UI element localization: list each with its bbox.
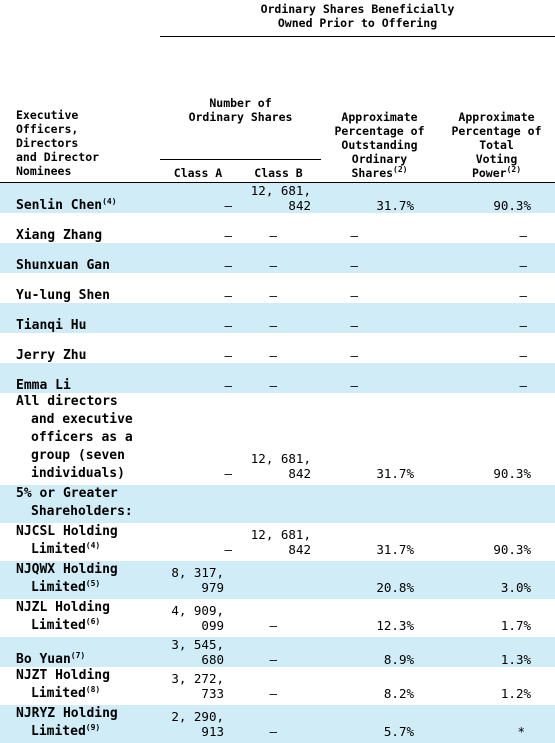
table-row: Jerry Zhu — — — — <box>16 348 527 363</box>
table-row: Tianqi Hu — — — — <box>0 303 555 333</box>
table-row: Shunxuan Gan — — — — <box>0 243 555 273</box>
table-row: Bo Yuan(7) 3, 545, 680 — 8.9% 1.3% <box>0 637 555 667</box>
group-row: All directors and executive officers as … <box>16 394 531 481</box>
name-column-header: Executive Officers, Directors and Direct… <box>0 36 160 183</box>
table-row: NJZT Holding Limited(8) 3, 272, 733 — 8.2… <box>16 668 531 701</box>
number-column-header: Number of Ordinary Shares <box>160 36 321 160</box>
pct-voting-header: Approximate Percentage of Total Voting P… <box>438 36 555 183</box>
group-title: Ordinary Shares Beneficially Owned Prior… <box>160 0 555 37</box>
class-b-header: Class B <box>236 159 321 183</box>
pct-outstanding-header: Approximate Percentage of Outstanding Or… <box>321 36 438 183</box>
table-row: Xiang Zhang — — — — <box>16 228 527 243</box>
table-row: NJZL Holding Limited(6) 4, 909, 099 — 12.… <box>16 600 531 633</box>
table-row: Yu-lung Shen — — — — <box>16 288 527 303</box>
class-a-header: Class A <box>160 159 236 183</box>
table-row: Emma Li — — — — <box>0 363 555 393</box>
table-row: NJCSL Holding Limited(4) — 12, 681, 842 3… <box>16 524 531 557</box>
section-label-row: 5% or Greater Shareholders: <box>0 485 555 523</box>
table-row: Senlin Chen(4) — 12, 681, 842 31.7% 90.3… <box>0 182 555 213</box>
table-row: NJRYZ Holding Limited(9) 2, 290, 913 — 5.… <box>0 705 555 743</box>
table-row: NJQWX Holding Limited(5) 8, 317, 979 20.8… <box>0 561 555 599</box>
